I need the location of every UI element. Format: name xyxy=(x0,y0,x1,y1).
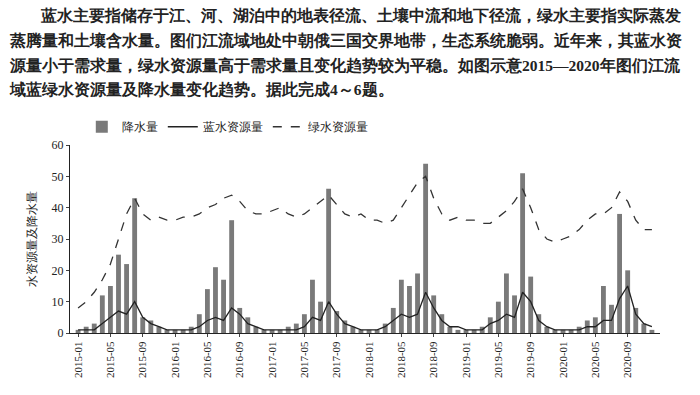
svg-text:2016-01: 2016-01 xyxy=(169,341,181,378)
svg-text:2020-09: 2020-09 xyxy=(621,341,633,378)
svg-text:2019-09: 2019-09 xyxy=(524,341,536,378)
svg-text:蓝水资源量: 蓝水资源量 xyxy=(203,120,263,134)
svg-text:降水量: 降水量 xyxy=(122,120,158,134)
svg-text:2019-01: 2019-01 xyxy=(460,341,472,378)
svg-text:20: 20 xyxy=(52,264,64,278)
svg-text:2015-01: 2015-01 xyxy=(72,341,84,378)
svg-text:2020-05: 2020-05 xyxy=(589,341,601,378)
svg-text:绿水资源量: 绿水资源量 xyxy=(308,120,368,134)
svg-text:2018-05: 2018-05 xyxy=(395,341,407,378)
svg-text:水资源量及降水量: 水资源量及降水量 xyxy=(25,191,39,287)
html-text:蓝水主要指储存于江、河、湖泊中的地表径流、土壤中流和地下径流: 蓝水主要指储存于江、河、湖泊中的地表径流、土壤中流和地下径流，绿水主要指实际蒸发… xyxy=(10,7,682,99)
svg-text:2016-09: 2016-09 xyxy=(233,341,245,378)
svg-text:30: 30 xyxy=(52,232,64,246)
svg-text:2016-05: 2016-05 xyxy=(201,341,213,378)
svg-text:2015-05: 2015-05 xyxy=(104,341,116,378)
svg-text:2020-01: 2020-01 xyxy=(557,341,569,378)
svg-text:60: 60 xyxy=(52,138,64,152)
svg-text:2018-01: 2018-01 xyxy=(363,341,375,378)
svg-text:2017-09: 2017-09 xyxy=(330,341,342,378)
svg-text:2017-01: 2017-01 xyxy=(266,341,278,378)
svg-text:0: 0 xyxy=(58,326,64,340)
svg-text:40: 40 xyxy=(52,201,64,215)
svg-text:50: 50 xyxy=(52,170,64,184)
svg-text:2017-05: 2017-05 xyxy=(298,341,310,378)
svg-text:2019-05: 2019-05 xyxy=(492,341,504,378)
svg-text:10: 10 xyxy=(52,295,64,309)
svg-text:2015-09: 2015-09 xyxy=(136,341,148,378)
svg-text:2018-09: 2018-09 xyxy=(427,341,439,378)
